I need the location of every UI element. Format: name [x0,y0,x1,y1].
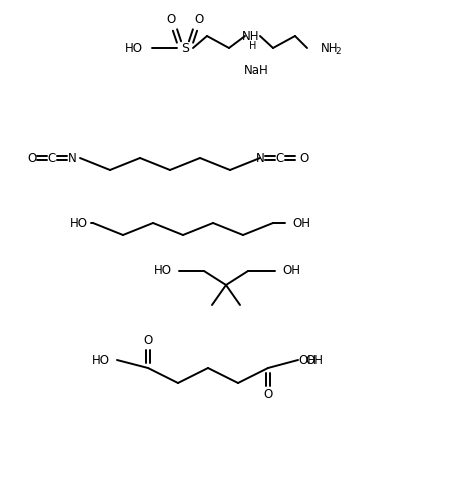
Text: O: O [166,12,175,25]
Text: H: H [249,41,256,51]
Text: NH: NH [320,42,338,54]
Text: OH: OH [291,217,309,229]
Text: NH: NH [242,30,259,43]
Text: HO: HO [154,264,172,278]
Text: N: N [68,152,76,164]
Text: N: N [255,152,264,164]
Text: O: O [28,152,37,164]
Text: 2: 2 [335,46,340,55]
Text: C: C [275,152,284,164]
Text: HO: HO [125,42,143,54]
Text: NaH: NaH [243,64,268,76]
Text: HO: HO [70,217,88,229]
Text: C: C [48,152,56,164]
Text: O: O [143,335,152,348]
Text: OH: OH [297,354,315,367]
Text: O: O [299,152,308,164]
Text: O: O [194,12,203,25]
Text: HO: HO [92,354,110,367]
Text: S: S [180,42,189,54]
Text: O: O [263,389,272,402]
Text: OH: OH [281,264,299,278]
Text: OH: OH [304,354,322,367]
